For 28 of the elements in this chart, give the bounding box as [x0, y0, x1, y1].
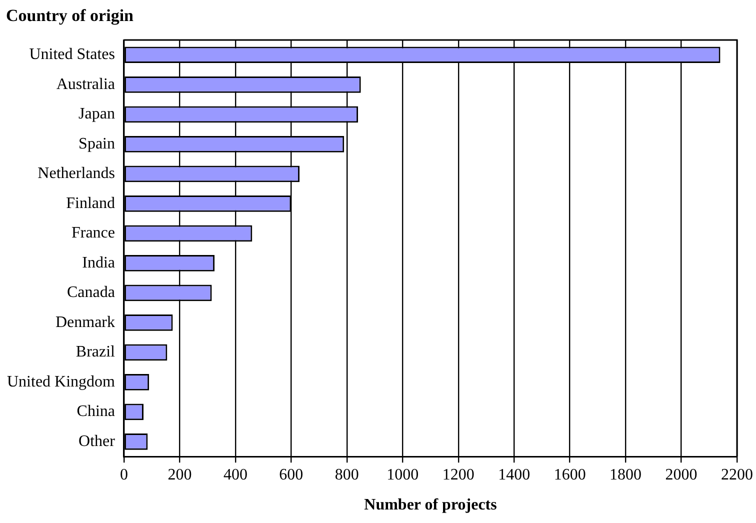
x-tick-label: 200	[168, 466, 192, 484]
x-tick-label: 1800	[610, 466, 642, 484]
x-tick-label: 1200	[442, 466, 474, 484]
y-tick-label: France	[71, 224, 115, 242]
x-tick-label: 400	[223, 466, 248, 484]
y-tick-label: Australia	[56, 76, 115, 93]
x-tick-label: 1400	[498, 466, 530, 484]
x-tick-label: 800	[334, 466, 359, 484]
x-tick-label: 1600	[554, 466, 586, 484]
x-tick-label: 600	[279, 466, 304, 484]
chart-title: Country of origin	[6, 6, 134, 26]
y-tick-label: Finland	[66, 194, 115, 212]
y-tick-label: China	[76, 403, 115, 420]
x-tick-label: 2200	[721, 466, 753, 484]
y-tick-label: Other	[78, 432, 116, 450]
x-tick-label: 0	[120, 466, 128, 484]
x-tick-label: 1000	[386, 466, 419, 484]
y-tick-label: Canada	[67, 284, 115, 302]
y-tick-label: United Kingdom	[6, 373, 116, 390]
x-axis-title: Number of projects	[364, 496, 497, 514]
y-tick-label: Denmark	[55, 314, 115, 331]
y-tick-label: Brazil	[76, 344, 116, 361]
y-tick-label: Japan	[78, 106, 115, 123]
y-tick-label: United States	[29, 46, 115, 64]
y-tick-label: Spain	[78, 135, 115, 152]
y-tick-label: Netherlands	[38, 165, 115, 182]
x-tick-label: 2000	[665, 466, 698, 484]
y-tick-label: India	[82, 254, 115, 272]
